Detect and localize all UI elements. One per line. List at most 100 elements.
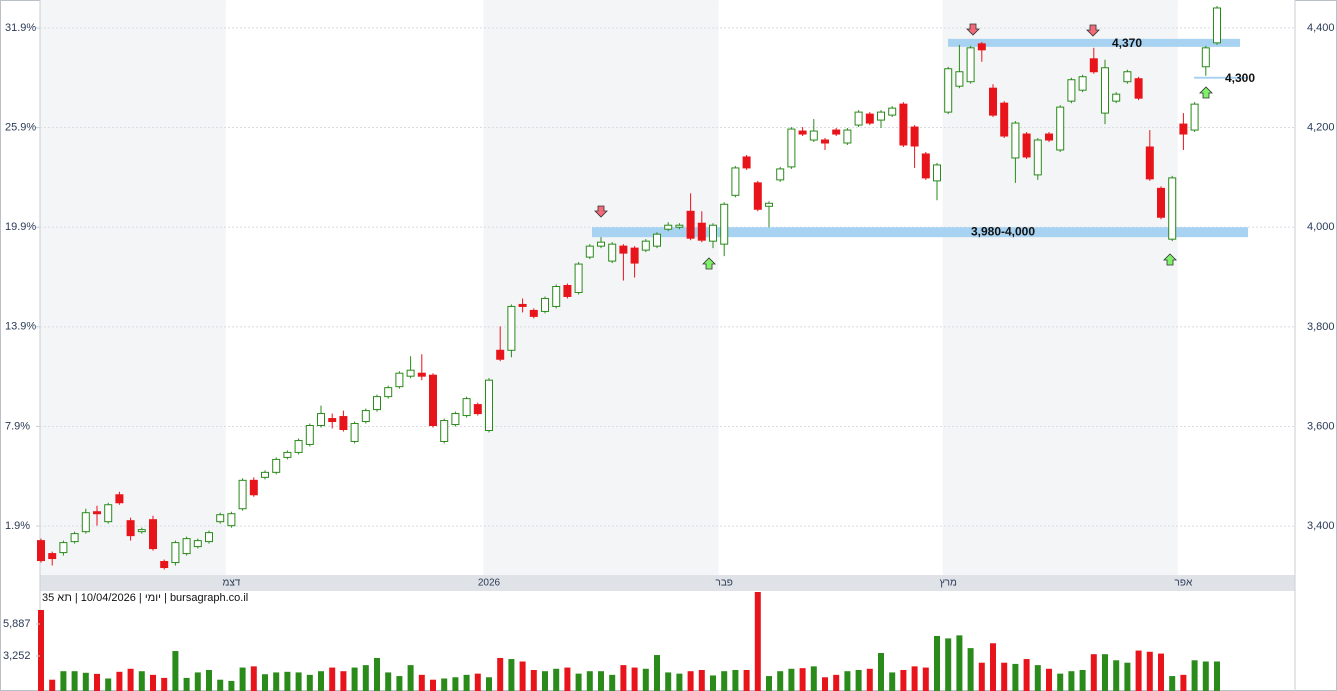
candle-body [1190,103,1199,131]
candle-body [1056,106,1065,151]
sell-arrow [966,23,980,36]
volume-bar [250,666,257,691]
candle-body [1179,123,1188,135]
caption: יומי | 10/04/2026 | תא 35 | bursagraph.c… [42,592,248,604]
candle-body [619,245,628,254]
volume-bar [262,674,268,691]
candle-body [59,542,68,554]
volume-bar [1068,671,1075,691]
volume-bar [956,635,963,691]
volume-bar [855,669,862,691]
volume-bar [732,669,739,691]
candle-body [1201,47,1210,68]
volume-bar [82,672,89,691]
x-tick-label: 2026 [478,578,501,589]
candle-body [697,222,706,241]
volume-bar [1079,669,1086,691]
x-tick-label: דצמ [222,578,240,589]
volume-bar [508,659,515,691]
volume-bar [564,667,571,691]
volume-bar [788,668,795,691]
x-axis-band [40,575,1295,591]
candle-body [93,511,101,515]
candle-body [350,423,359,442]
candle-body [451,413,460,426]
volume-bar [452,677,459,691]
candle-body [171,542,180,564]
candle-body [675,224,684,228]
volume-bar [1135,650,1142,691]
y2-tick-label: 1.9% [5,520,30,532]
candle-body [541,297,549,312]
candle-body [1078,76,1087,91]
candle-body [182,538,191,555]
candle-body [899,103,908,146]
candle-body [149,519,157,550]
candle-body [1089,58,1098,73]
candle-body [238,479,247,510]
y-tick-label: 4,000 [1307,221,1335,233]
candle-body [227,513,236,527]
volume-bar [553,668,560,691]
candle-body [1011,122,1020,159]
volume-bar [698,669,705,691]
candle-body [485,379,493,432]
candle-body [328,418,337,423]
candle-body [742,156,751,169]
candle-body [552,286,561,307]
candle-body [821,139,829,144]
volume-bar [474,673,481,691]
candle-body [753,182,762,210]
candle-body [440,420,449,442]
volume-bar [430,679,436,691]
candle-body [585,245,594,258]
buy-arrow [1163,253,1177,266]
volume-bar [239,667,246,691]
volume-bar [810,666,817,691]
volume-bar [486,677,492,691]
volume-bar [900,669,907,691]
volume-tick-label: 5,887 [3,618,31,630]
candle-body [1067,79,1076,102]
candle-body [417,372,426,377]
volume-bar [1169,676,1176,691]
volume-bar [340,671,347,691]
candle-body [765,202,773,207]
candle-body [261,471,269,478]
x-tick-label: אפר [1175,578,1193,589]
candle-body [249,479,258,496]
level-line [1194,76,1246,79]
volume-bar [967,648,974,691]
candle-body [317,413,325,427]
volume-bar [374,657,380,691]
support-band [592,227,1248,238]
volume-bar [441,678,448,691]
month-band [1177,0,1295,575]
volume-bar [273,672,280,691]
candle-body [608,243,617,262]
month-band [718,0,943,575]
candle-body [664,224,673,230]
volume-bar [105,678,112,691]
volume-bar [911,666,918,691]
candle-body [81,512,90,533]
volume-bar [396,676,403,691]
candle-body [1000,102,1009,137]
sell-arrow [594,205,608,218]
volume-bar [777,671,784,691]
volume-bar [754,592,761,691]
volume-bar [687,671,694,691]
volume-bar [1001,662,1008,691]
volume-bar [318,671,324,691]
candle-body [115,494,124,504]
candle-body [361,410,370,423]
candle-body [283,451,292,458]
volume-bar [676,673,683,691]
candle-body [37,540,45,562]
candle-body [1045,133,1053,141]
candle-body [496,349,505,360]
x-tick-label: פבר [715,578,732,589]
buy-arrow [702,257,716,270]
candle-body [787,128,796,168]
